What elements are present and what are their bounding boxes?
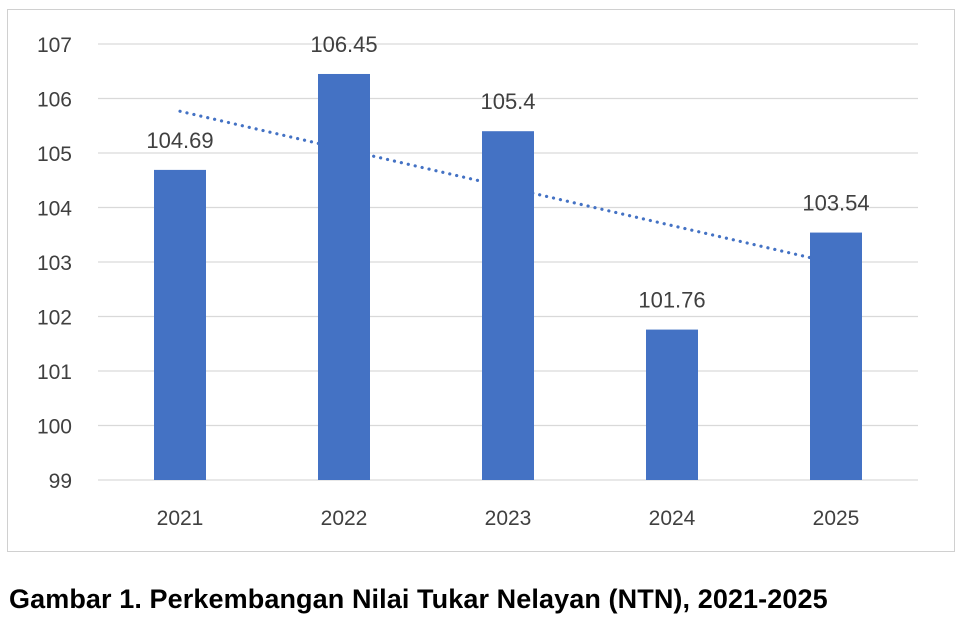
y-tick-label: 106 <box>37 89 72 112</box>
bar-2024 <box>646 329 698 480</box>
y-tick-label: 104 <box>37 198 72 221</box>
bar-2025 <box>810 232 862 480</box>
y-tick-label: 107 <box>37 34 72 57</box>
bar-2023 <box>482 131 534 480</box>
y-tick-label: 102 <box>37 307 72 330</box>
x-tick-label-2025: 2025 <box>813 507 860 530</box>
data-label-2022: 106.45 <box>310 32 377 57</box>
x-tick-label-2024: 2024 <box>649 507 696 530</box>
y-axis-tick-labels: 99 100 101 102 103 104 105 106 107 <box>37 34 72 493</box>
figure-caption: Gambar 1. Perkembangan Nilai Tukar Nelay… <box>9 584 828 614</box>
y-tick-label: 100 <box>37 416 72 439</box>
x-tick-label-2023: 2023 <box>485 507 532 530</box>
trendline <box>178 109 838 266</box>
data-label-2024: 101.76 <box>638 288 705 313</box>
x-tick-label-2021: 2021 <box>157 507 204 530</box>
data-label-2025: 103.54 <box>802 191 869 216</box>
bar-2022 <box>318 73 370 480</box>
y-tick-label: 105 <box>37 143 72 166</box>
bars <box>154 73 862 480</box>
data-label-2021: 104.69 <box>146 128 213 153</box>
y-tick-label: 103 <box>37 252 72 275</box>
y-tick-label: 101 <box>37 361 72 384</box>
data-label-2023: 105.4 <box>480 89 535 114</box>
data-labels: 104.69 106.45 105.4 101.76 103.54 <box>146 32 869 313</box>
bar-2021 <box>154 169 206 480</box>
x-tick-label-2022: 2022 <box>321 507 368 530</box>
x-axis-tick-labels: 2021 2022 2023 2024 2025 <box>157 507 860 530</box>
y-tick-label: 99 <box>49 470 72 493</box>
trendline-layer <box>178 109 838 266</box>
